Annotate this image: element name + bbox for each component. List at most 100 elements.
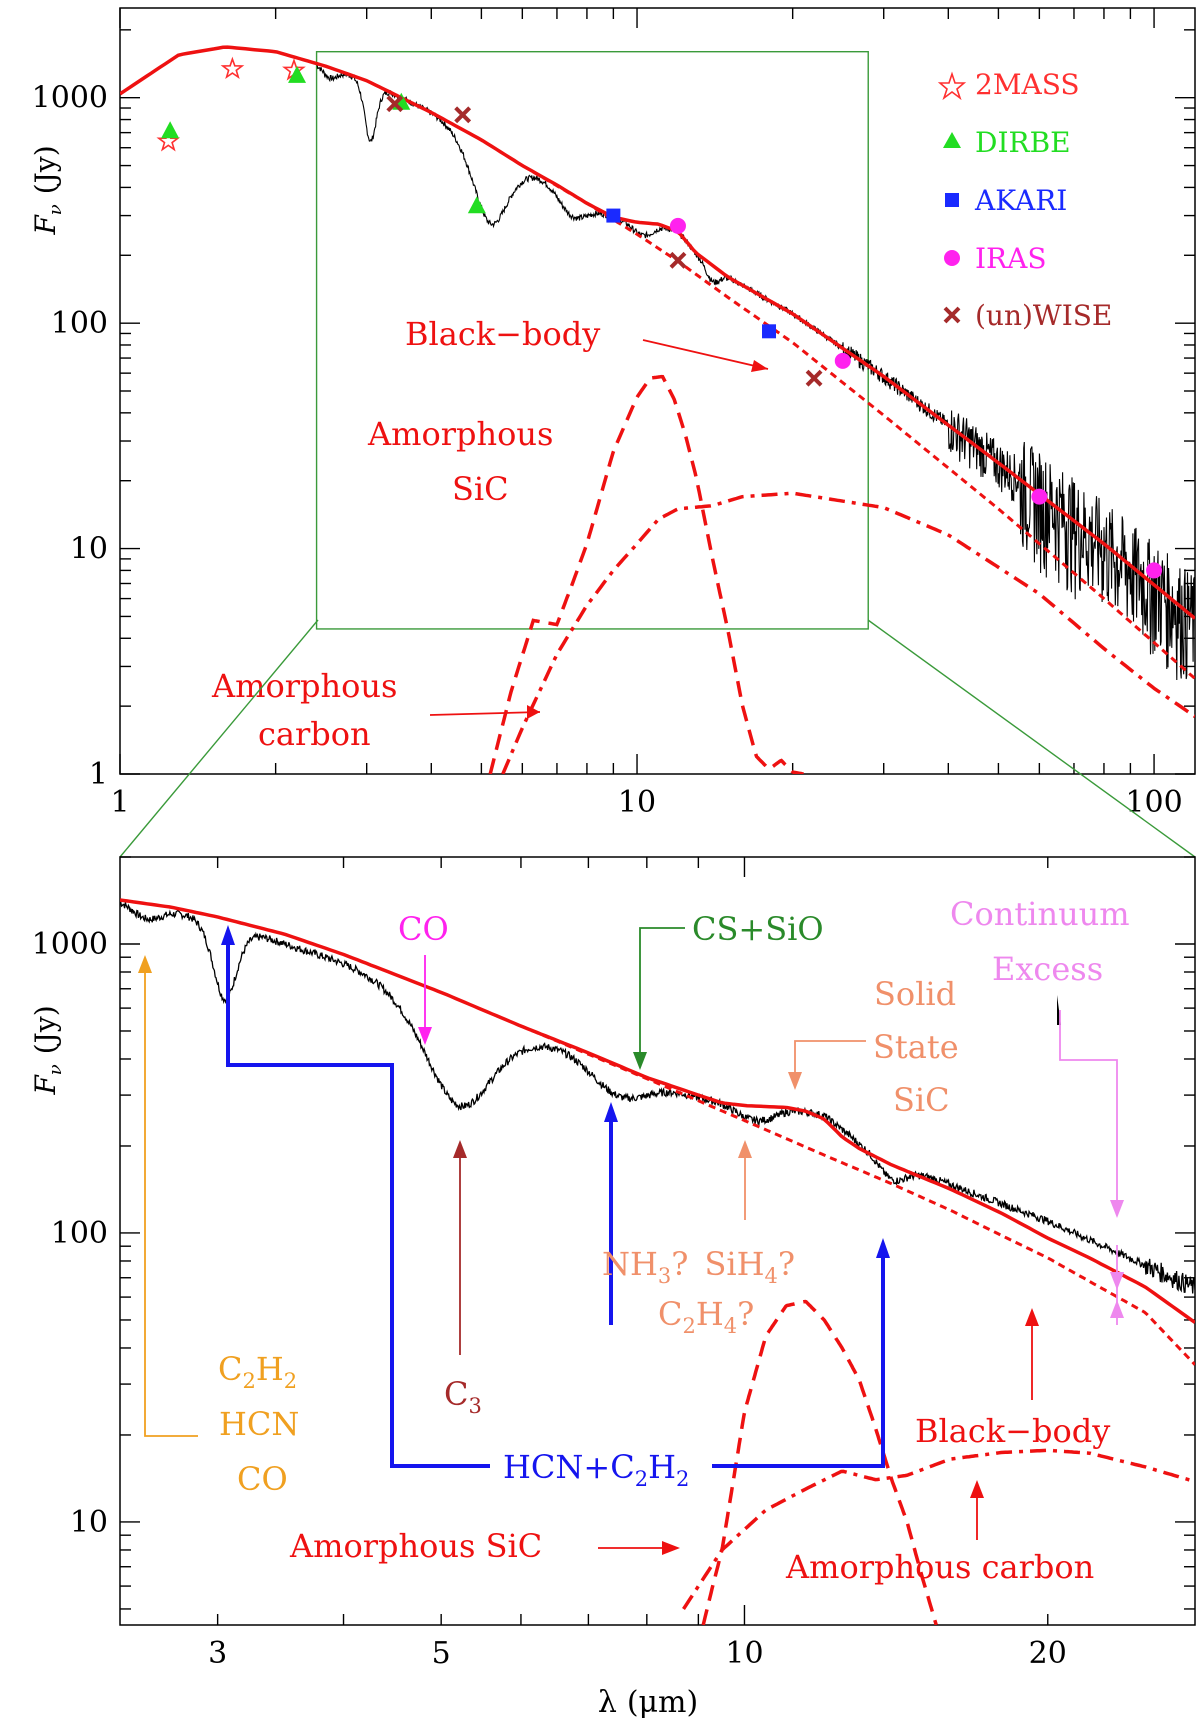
top-amorphous-sic-model — [488, 374, 804, 774]
bottom-label-amorphous-carbon: Amorphous carbon — [785, 1548, 1094, 1586]
legend-dirbe: DIRBE — [943, 126, 1071, 159]
photometry-point-2mass — [220, 56, 245, 80]
hcn-c2h2-bracket-left — [226, 935, 490, 1468]
x-tick-label: 100 — [1125, 785, 1182, 820]
top-plot-frame — [119, 7, 1196, 775]
top-label-blackbody: Black−body — [405, 315, 600, 353]
continuum-arrowhead-top — [1110, 1272, 1124, 1290]
y-tick-label: 100 — [51, 1216, 108, 1251]
legend-star-marker — [937, 71, 967, 101]
continuum-arrowhead-bottom — [1110, 1300, 1124, 1318]
hcn-arrowhead-7um — [604, 1102, 618, 1122]
legend-akari: AKARI — [945, 184, 1067, 217]
hcn-arrowhead-3um — [221, 925, 235, 945]
c2h2-arrowhead — [138, 955, 152, 973]
label-co: CO — [398, 910, 449, 948]
top-label-amorphous-sic-line2: SiC — [452, 470, 509, 508]
legend-label-2mass: 2MASS — [975, 68, 1080, 101]
photometry-point-dirbe — [467, 196, 486, 214]
y-tick-label: 1 — [89, 757, 108, 792]
hcn-c2h2-band-markers — [226, 935, 885, 1468]
label-continuum-line1: Continuum — [950, 895, 1130, 933]
y-tick-label: 10 — [70, 1505, 108, 1540]
photometry-point-dirbe — [161, 121, 180, 139]
top-y-axis-label: Fν(Jy) — [29, 145, 66, 235]
bottom-observed-spectrum — [120, 901, 1195, 1294]
top-amorphous-carbon-model — [501, 491, 1195, 774]
photometry-point-iras — [669, 217, 686, 234]
legend: 2MASS DIRBE AKARI IRAS (un)WISE — [937, 68, 1112, 332]
bottom-amorphous-carbon-model — [682, 1448, 1195, 1610]
c2h2-bracket — [144, 965, 198, 1437]
photometry-point-akari — [762, 324, 777, 339]
nh3-arrowhead — [738, 1140, 752, 1158]
photometry-point-dirbe — [288, 65, 307, 83]
zoom-connector-right — [867, 619, 1196, 858]
label-cs-sio: CS+SiO — [692, 910, 824, 948]
label-continuum-line2: Excess — [992, 950, 1103, 988]
bottom-total-model — [120, 898, 1195, 1324]
bottom-amorphous-sic-model — [701, 1299, 938, 1625]
top-axis-tick-labels: 1 10 100 1 10 100 1000 — [32, 81, 1183, 820]
top-label-amorphous-carbon-line1: Amorphous — [211, 667, 397, 705]
photometry-point-unwise — [386, 95, 404, 113]
hcn-c2h2-bracket-right — [712, 1248, 885, 1468]
continuum-bracket — [1059, 1010, 1118, 1208]
x-tick-label: 1 — [110, 785, 129, 820]
x-tick-label: 10 — [725, 1636, 763, 1671]
zoom-region-box — [315, 50, 869, 630]
solid-state-arrowhead — [788, 1072, 802, 1090]
zoom-connector-left — [119, 619, 319, 858]
label-hcn-c2h2: HCN+C2H2 — [503, 1448, 689, 1491]
legend-cross-marker — [943, 306, 961, 324]
top-blackbody-arrowhead — [751, 360, 768, 372]
bottom-amorphous-sic-arrowhead — [662, 1541, 680, 1555]
photometry-point-unwise — [805, 369, 823, 387]
photometry-point-iras — [834, 352, 851, 369]
top-amorphous-carbon-arrowhead — [527, 705, 540, 719]
label-solid-state-line3: SiC — [893, 1081, 950, 1119]
cs-sio-arrowhead — [633, 1052, 647, 1070]
y-tick-label: 100 — [51, 306, 108, 341]
photometry-point-unwise — [454, 106, 472, 124]
legend-label-wise: (un)WISE — [975, 299, 1112, 332]
top-blackbody-arrow — [642, 339, 769, 370]
legend-square-marker — [945, 193, 959, 207]
label-c2h2: C2H2 — [218, 1350, 297, 1393]
legend-triangle-marker — [943, 132, 961, 148]
label-nh3-sih4: NH3? SiH4? — [602, 1245, 795, 1288]
continuum-arrow — [1057, 905, 1061, 1025]
x-tick-label: 3 — [208, 1636, 227, 1671]
label-solid-state-line1: Solid — [874, 975, 956, 1013]
legend-label-dirbe: DIRBE — [975, 126, 1071, 159]
co-arrowhead — [418, 1027, 432, 1045]
x-axis-label: λ (μm) — [598, 1685, 698, 1720]
y-tick-label: 1000 — [32, 81, 108, 116]
bottom-plot-frame — [119, 856, 1196, 1626]
bottom-amorphous-carbon-arrowhead — [970, 1480, 984, 1498]
label-solid-state-line2: State — [873, 1028, 959, 1066]
top-axis-ticks — [119, 8, 1195, 775]
bottom-label-amorphous-sic: Amorphous SiC — [289, 1527, 542, 1565]
label-co-orange: CO — [237, 1460, 288, 1498]
top-blackbody-model — [521, 164, 1195, 680]
solid-state-arrow — [794, 1040, 866, 1080]
y-tick-label: 1000 — [32, 927, 108, 962]
top-amorphous-carbon-arrow — [429, 711, 541, 716]
photometry-point-iras — [1146, 562, 1163, 579]
top-total-model — [120, 45, 1195, 620]
c3-arrowhead — [453, 1140, 467, 1158]
x-tick-label: 10 — [618, 785, 656, 820]
photometry-point-iras — [1031, 488, 1048, 505]
bottom-y-axis-label: Fν(Jy) — [29, 1005, 66, 1095]
top-label-amorphous-sic-line1: Amorphous — [367, 415, 553, 453]
x-tick-label: 5 — [432, 1636, 451, 1671]
x-tick-label: 20 — [1029, 1636, 1067, 1671]
continuum-arrowhead-down — [1110, 1200, 1124, 1218]
hcn-arrowhead-14um — [876, 1238, 890, 1258]
y-tick-label: 10 — [70, 532, 108, 567]
label-hcn: HCN — [219, 1405, 299, 1443]
top-label-amorphous-carbon-line2: carbon — [258, 715, 371, 753]
